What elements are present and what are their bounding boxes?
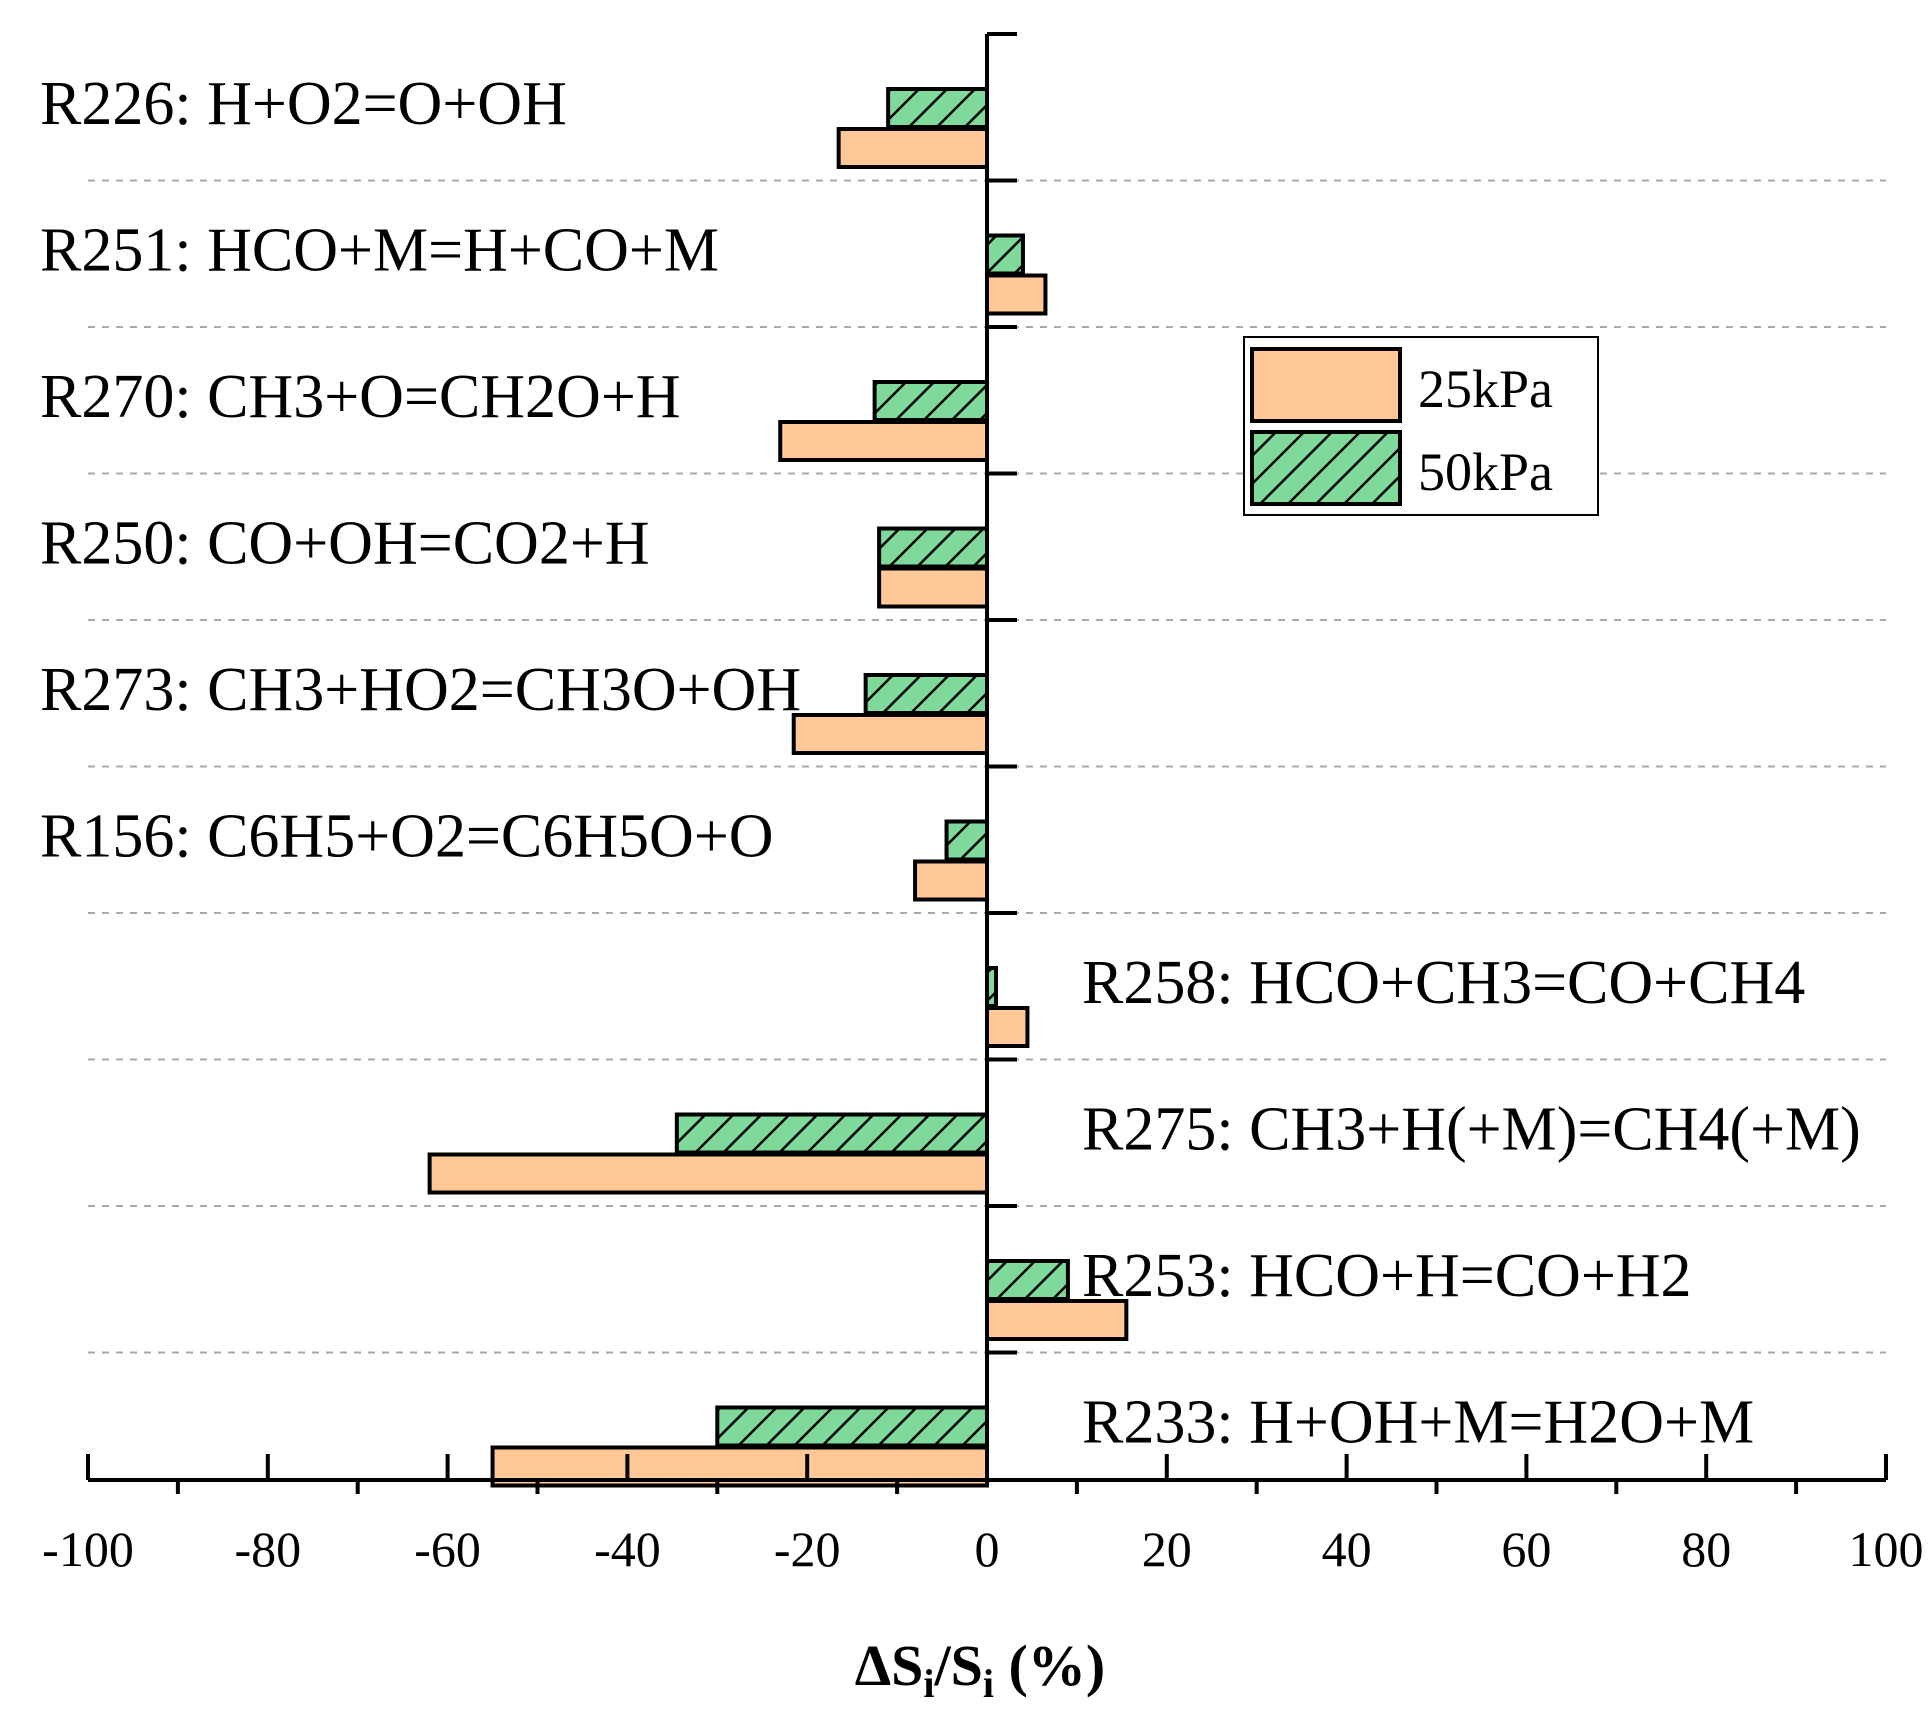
x-tick-label: 20 (1142, 1521, 1192, 1577)
category-label: R226: H+O2=O+OH (40, 70, 567, 138)
category-label: R251: HCO+M=H+CO+M (40, 217, 719, 285)
bar-25kpa (791, 713, 990, 755)
bar-25kpa (836, 127, 989, 169)
bar-50kpa (886, 87, 989, 129)
x-tick-label: -100 (42, 1521, 134, 1577)
bar-50kpa (674, 1112, 989, 1155)
category-label: R233: H+OH+M=H2O+M (1082, 1389, 1754, 1457)
bar-25kpa (427, 1152, 989, 1195)
x-tick-label: -20 (774, 1521, 841, 1577)
bar-50kpa (985, 1259, 1070, 1301)
bar-25kpa (877, 566, 989, 609)
x-tick-label: 0 (975, 1521, 1000, 1577)
legend: 25kPa 50kPa (1243, 336, 1599, 516)
category-label: R270: CH3+O=CH2O+H (40, 363, 681, 431)
category-label: R250: CO+OH=CO2+H (40, 510, 650, 578)
x-tick-labels: -100 -80 -60 -40 -20 0 20 40 60 80 100 (42, 1521, 1923, 1577)
x-tick-label: 100 (1849, 1521, 1924, 1577)
category-labels: R226: H+O2=O+OH R251: HCO+M=H+CO+M R270: C… (40, 70, 1861, 1457)
bar-50kpa (985, 233, 1025, 276)
bar-50kpa (877, 526, 989, 569)
bar-25kpa (778, 420, 989, 462)
bars (427, 87, 1129, 1488)
x-tick-label: -60 (414, 1521, 481, 1577)
legend-label-25kpa: 25kPa (1418, 359, 1553, 419)
bar-25kpa (985, 1006, 1030, 1048)
legend-swatch-25kpa (1250, 347, 1402, 423)
x-tick-label: 80 (1681, 1521, 1731, 1577)
bar-50kpa (944, 819, 989, 862)
bar-50kpa (863, 673, 990, 715)
category-label: R258: HCO+CH3=CO+CH4 (1082, 949, 1805, 1017)
x-tick-label: -80 (234, 1521, 301, 1577)
category-label: R156: C6H5+O2=C6H5O+O (40, 803, 774, 871)
bar-25kpa (913, 859, 990, 902)
category-label: R273: CH3+HO2=CH3O+OH (40, 656, 801, 724)
bar-25kpa (985, 273, 1048, 316)
x-tick-label: 40 (1322, 1521, 1372, 1577)
x-axis-title: ΔSi/Si (%) (855, 1633, 1105, 1706)
axes (86, 32, 1888, 1494)
legend-swatch-50kpa (1250, 430, 1402, 506)
x-tick-label: 60 (1501, 1521, 1551, 1577)
bar-50kpa (715, 1405, 989, 1448)
legend-label-50kpa: 50kPa (1418, 442, 1553, 502)
bar-50kpa (872, 380, 989, 422)
category-label: R275: CH3+H(+M)=CH4(+M) (1082, 1096, 1861, 1164)
x-tick-label: -40 (594, 1521, 661, 1577)
category-label: R253: HCO+H=CO+H2 (1082, 1242, 1692, 1310)
